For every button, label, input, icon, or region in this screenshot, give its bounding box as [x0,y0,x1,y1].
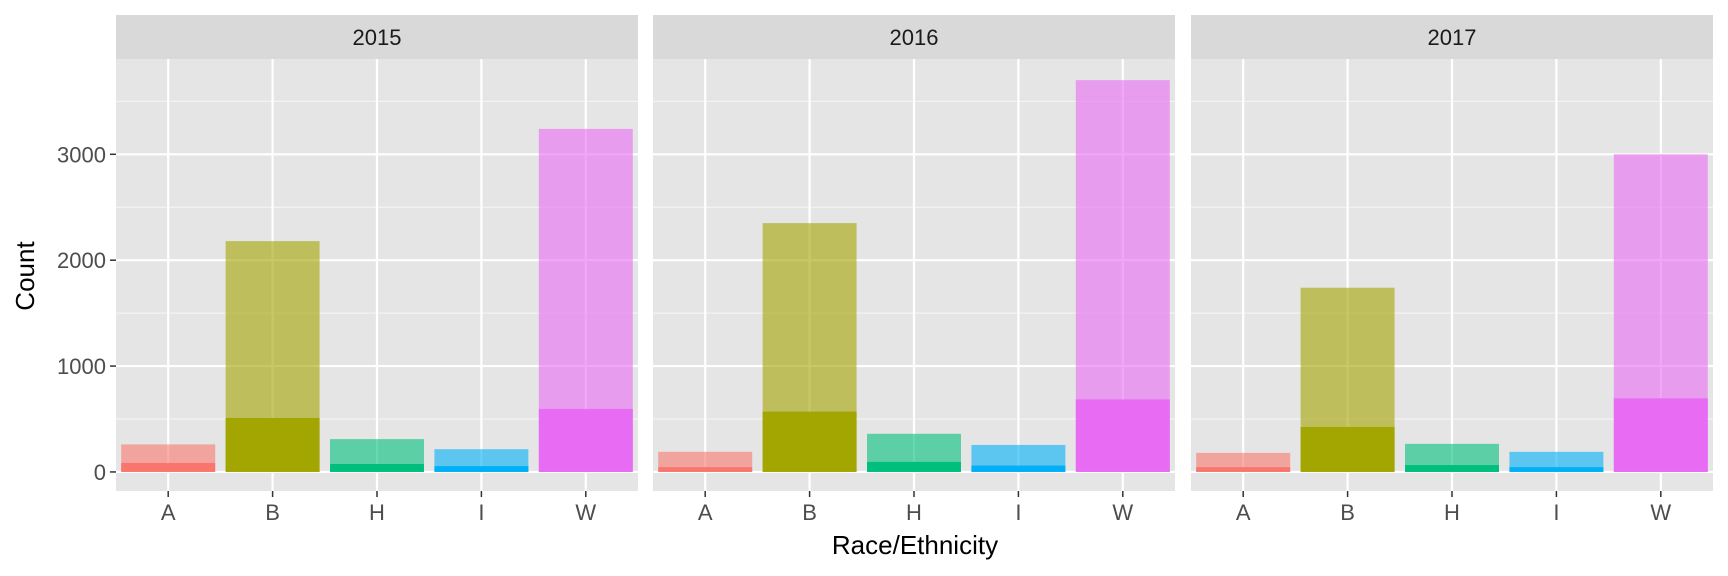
bar-subset-W [1613,398,1708,472]
bar-subset-W [1075,399,1170,472]
x-tick-label: B [802,500,817,525]
bar-subset-A [1196,467,1291,472]
bar-total-A [1196,452,1291,472]
x-tick-label: A [161,500,176,525]
facet-strip-label: 2015 [353,25,402,50]
y-tick-label: 0 [94,460,106,485]
bar-subset-B [225,417,320,472]
facet-strip-label: 2016 [890,25,939,50]
x-axis-title: Race/Ethnicity [832,530,998,560]
y-axis-title: Count [10,241,40,311]
x-tick-label: A [1236,500,1251,525]
x-tick-label: W [1650,500,1671,525]
x-tick-label: B [265,500,280,525]
bar-subset-I [1509,467,1604,472]
bar-subset-H [1405,465,1499,472]
facet-strip-label: 2017 [1428,25,1477,50]
bar-subset-I [434,466,529,472]
bar-subset-B [1300,426,1395,472]
bar-total-I [1509,451,1604,472]
facet-panel-2017: 2017 A B H I W [1191,15,1713,525]
y-tick-label: 1000 [57,354,106,379]
x-tick-label: I [1553,500,1559,525]
facet-strip [116,15,638,59]
bar-subset-H [867,461,961,472]
x-tick-label: I [1015,500,1021,525]
facet-strip [653,15,1175,59]
x-tick-label: H [1444,500,1460,525]
x-tick-label: W [1112,500,1133,525]
bar-total-A [658,451,753,472]
facet-panel-2015: 2015 A B H I W [116,15,638,525]
bar-subset-A [658,467,753,472]
bar-subset-W [538,408,633,472]
facets-layer: 2015 A B H I W 2016 A B H I W 2017 A B H I W [116,15,1713,525]
x-tick-label: H [906,500,922,525]
bar-subset-I [971,465,1066,472]
facet-panel-2016: 2016 A B H I W [653,15,1175,525]
bar-subset-H [330,464,424,472]
x-tick-label: W [575,500,596,525]
x-tick-label: H [369,500,385,525]
y-axis: 0 1000 2000 3000 [57,142,116,485]
x-tick-label: B [1340,500,1355,525]
y-tick-label: 3000 [57,142,106,167]
x-tick-label: I [478,500,484,525]
bar-subset-B [762,411,857,472]
bar-subset-A [121,462,216,472]
facet-strip [1191,15,1713,59]
y-tick-label: 2000 [57,248,106,273]
x-tick-label: A [698,500,713,525]
